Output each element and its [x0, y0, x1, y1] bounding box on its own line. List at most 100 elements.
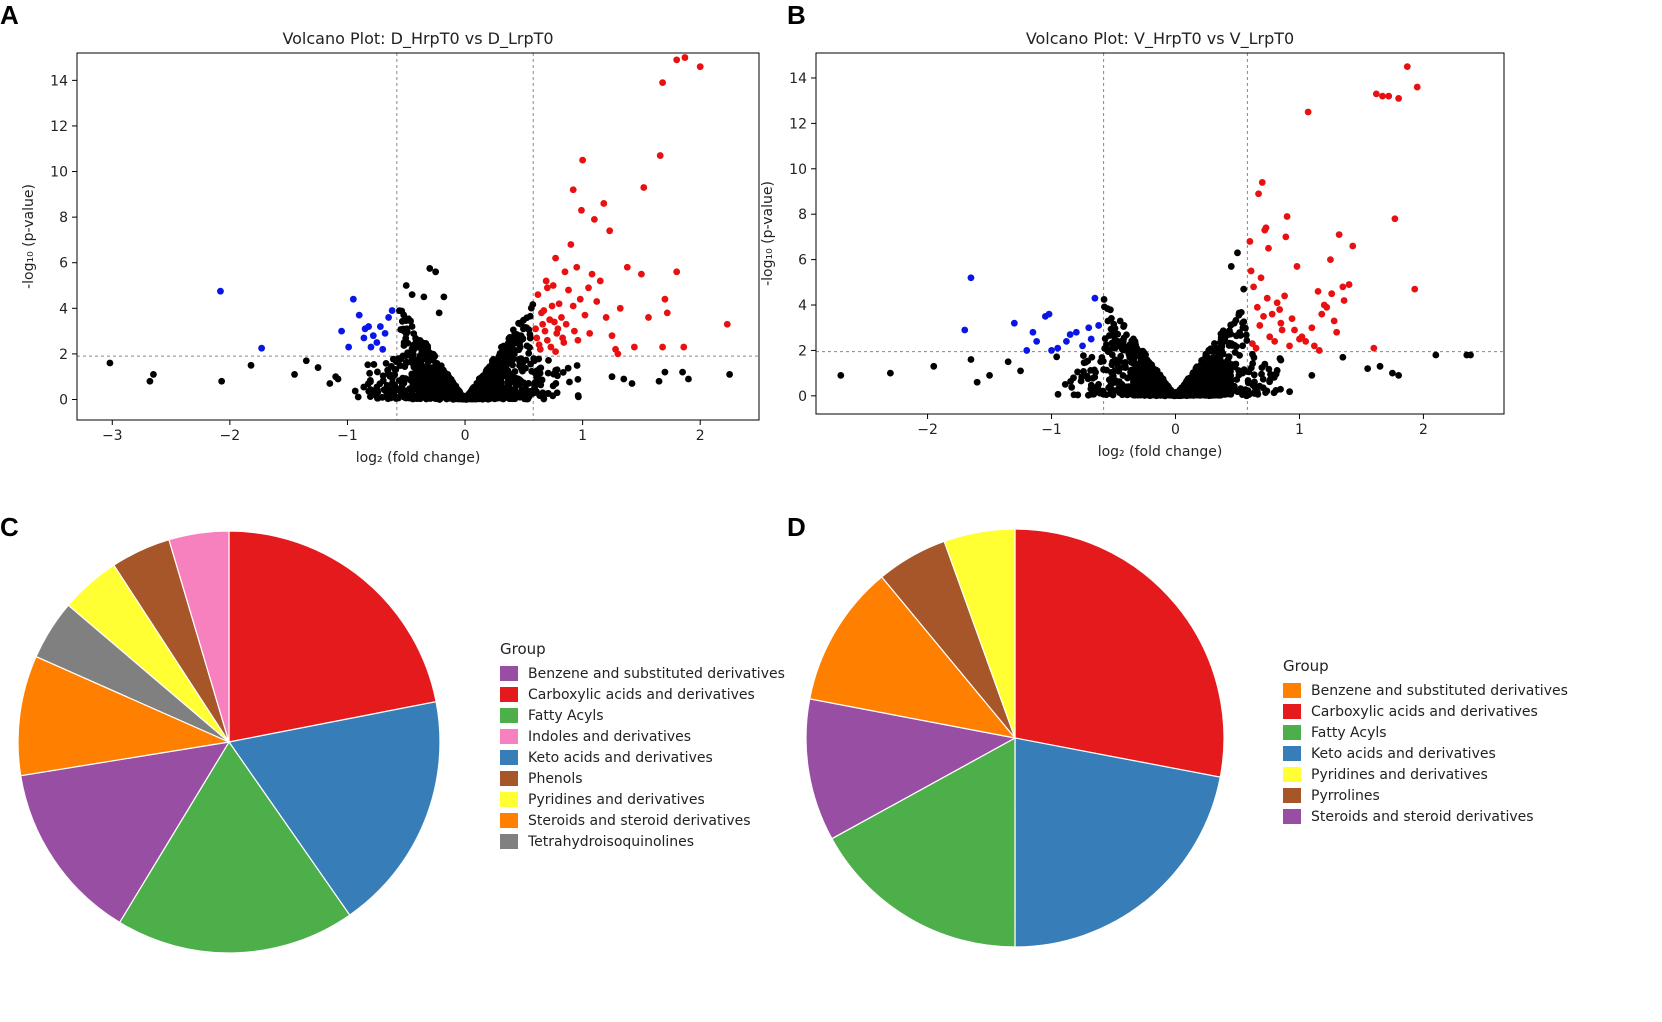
- data-point-ns: [351, 387, 359, 395]
- data-point-ns: [392, 358, 400, 366]
- data-point-ns: [1364, 365, 1372, 372]
- data-point-up: [559, 334, 567, 342]
- chart-title: Volcano Plot: D_HrpT0 vs D_LrpT0: [282, 29, 553, 49]
- data-point-ns: [661, 368, 669, 376]
- data-point-ns: [1099, 390, 1107, 398]
- data-point-ns: [1223, 379, 1231, 387]
- data-point-ns: [507, 356, 514, 364]
- data-point-down: [373, 339, 381, 346]
- legend-label: Carboxylic acids and derivatives: [1311, 703, 1538, 720]
- data-point-up: [552, 254, 559, 262]
- data-point-up: [1391, 215, 1399, 223]
- data-point-up: [673, 56, 681, 64]
- data-point-up: [543, 284, 551, 292]
- data-point-ns: [435, 309, 443, 317]
- data-point-down: [1023, 347, 1031, 354]
- data-point-up: [1262, 224, 1270, 232]
- chart-title: Volcano Plot: V_HrpT0 vs V_LrpT0: [1026, 29, 1294, 49]
- data-point-up: [1327, 256, 1334, 264]
- data-point-up: [1335, 231, 1343, 239]
- legend-swatch: [1283, 725, 1301, 740]
- data-point-ns: [1217, 330, 1225, 338]
- data-point-ns: [1078, 373, 1086, 381]
- legend-item: Phenols: [500, 768, 785, 789]
- data-point-ns: [1068, 383, 1076, 391]
- data-point-ns: [522, 364, 529, 372]
- data-point-up: [1276, 306, 1284, 313]
- data-point-ns: [1232, 387, 1240, 395]
- data-point-ns: [247, 361, 255, 369]
- data-point-ns: [1273, 367, 1281, 374]
- data-point-ns: [106, 359, 114, 367]
- data-point-ns: [1097, 358, 1105, 366]
- data-point-ns: [1111, 328, 1118, 336]
- data-point-up: [1258, 179, 1266, 186]
- data-point-ns: [1116, 317, 1124, 325]
- data-point-ns: [1198, 357, 1205, 364]
- data-point-ns: [1220, 337, 1228, 345]
- data-point-ns: [1118, 391, 1126, 399]
- data-point-ns: [504, 341, 512, 349]
- data-point-ns: [1117, 385, 1125, 393]
- data-point-up: [1314, 287, 1322, 295]
- data-point-ns: [422, 340, 430, 347]
- data-point-ns: [1208, 391, 1216, 399]
- data-point-ns: [518, 386, 526, 393]
- data-point-ns: [1192, 383, 1200, 391]
- data-point-ns: [930, 362, 938, 370]
- data-point-ns: [302, 357, 310, 365]
- points-layer: [816, 53, 1504, 414]
- data-point-ns: [443, 395, 451, 403]
- data-point-up: [561, 268, 569, 276]
- data-point-up: [570, 327, 578, 335]
- data-point-up: [569, 186, 577, 194]
- data-point-ns: [1208, 369, 1216, 376]
- data-point-up: [581, 311, 589, 319]
- data-point-ns: [410, 330, 418, 337]
- data-point-ns: [1249, 360, 1257, 367]
- data-point-up: [1293, 263, 1301, 270]
- data-point-ns: [434, 379, 442, 386]
- data-point-up: [539, 320, 547, 328]
- data-point-ns: [1100, 296, 1108, 303]
- data-point-up: [573, 263, 581, 271]
- legend-item: Carboxylic acids and derivatives: [500, 684, 785, 705]
- data-point-ns: [1202, 378, 1210, 385]
- data-point-down: [1048, 347, 1055, 354]
- data-point-up: [1328, 290, 1336, 298]
- data-point-ns: [1106, 306, 1114, 314]
- data-point-down: [1079, 342, 1086, 350]
- legend-c: Group Benzene and substituted derivative…: [500, 640, 785, 852]
- data-point-ns: [1117, 340, 1125, 347]
- data-point-up: [578, 206, 585, 214]
- data-point-ns: [448, 394, 456, 401]
- volcano-plot-a: [72, 52, 760, 425]
- panel-label-a: A: [0, 0, 19, 30]
- data-point-up: [541, 327, 549, 335]
- data-point-ns: [1109, 372, 1117, 380]
- data-point-up: [638, 270, 645, 278]
- data-point-ns: [1088, 353, 1096, 361]
- legend-label: Steroids and steroid derivatives: [528, 812, 751, 829]
- data-point-ns: [685, 375, 692, 383]
- data-point-up: [680, 343, 688, 351]
- data-point-up: [593, 298, 601, 305]
- legend-swatch: [500, 687, 518, 702]
- data-point-down: [1033, 337, 1041, 345]
- data-point-up: [1286, 342, 1293, 350]
- data-point-up: [551, 318, 558, 326]
- data-point-ns: [1225, 353, 1233, 361]
- legend-swatch: [1283, 809, 1301, 824]
- data-point-ns: [1192, 365, 1200, 373]
- data-point-down: [345, 343, 353, 351]
- data-point-up: [565, 286, 572, 294]
- data-point-ns: [511, 368, 519, 375]
- x-tick-label: 1: [1295, 422, 1304, 438]
- data-point-ns: [1376, 362, 1384, 370]
- data-point-ns: [519, 335, 527, 343]
- data-point-up: [663, 309, 671, 317]
- legend-swatch: [500, 729, 518, 744]
- data-point-up: [1310, 342, 1318, 350]
- data-point-ns: [326, 380, 334, 387]
- data-point-ns: [1119, 372, 1127, 379]
